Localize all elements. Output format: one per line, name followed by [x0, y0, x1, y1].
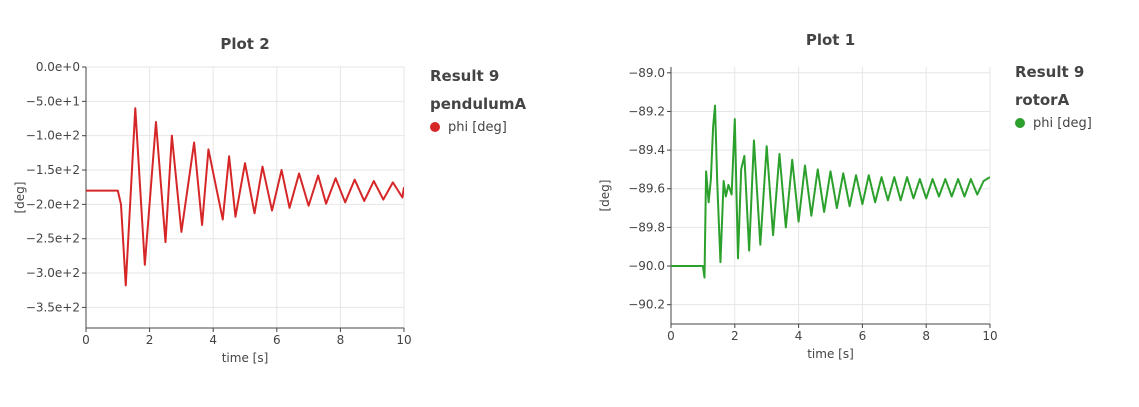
y-tick-label: −1.0e+2: [26, 129, 80, 143]
legend-entry: phi [deg]: [448, 120, 507, 135]
chart-title: Plot 1: [806, 31, 855, 49]
legend-group-label: pendulumA: [430, 95, 526, 113]
chart-2: 0 2 4 6 8 10 −89.0 −89.2 −89.4 −89.6 −89.8 −90.0 −90…: [598, 31, 1092, 361]
x-tick-label: 10: [982, 329, 997, 343]
y-tick-label: 0.0e+0: [36, 60, 80, 74]
x-tick-label: 8: [337, 333, 345, 347]
legend-entry: phi [deg]: [1033, 116, 1092, 131]
x-tick-label: 8: [922, 329, 930, 343]
x-tick-label: 2: [731, 329, 739, 343]
legend-marker: [1015, 118, 1025, 128]
x-tick-label: 4: [795, 329, 803, 343]
x-axis-label: time [s]: [222, 351, 269, 365]
x-tick-label: 0: [82, 333, 90, 347]
legend-marker: [430, 122, 440, 132]
x-tick-label: 6: [273, 333, 281, 347]
y-tick-label: −89.2: [628, 104, 665, 118]
y-tick-label: −3.5e+2: [26, 300, 80, 314]
y-axis-label: [deg]: [598, 180, 612, 212]
x-tick-label: 10: [396, 333, 411, 347]
legend-group-label: Result 9: [1015, 63, 1084, 81]
y-axis-label: [deg]: [13, 182, 27, 214]
y-tick-label: −90.2: [628, 298, 665, 312]
y-tick-label: −89.4: [628, 143, 665, 157]
y-tick-label: −2.5e+2: [26, 232, 80, 246]
x-axis-label: time [s]: [807, 347, 854, 361]
y-tick-label: −89.6: [628, 182, 665, 196]
x-tick-label: 4: [209, 333, 217, 347]
y-tick-label: −2.0e+2: [26, 197, 80, 211]
y-tick-label: −89.8: [628, 220, 665, 234]
legend-group-label: Result 9: [430, 67, 499, 85]
x-tick-label: 0: [667, 329, 675, 343]
y-tick-label: −3.0e+2: [26, 266, 80, 280]
chart-title: Plot 2: [220, 35, 269, 53]
series-line: [86, 107, 404, 287]
chart-1: 0 2 4 6 8 10 0.0e+0 −5.0e+1 −1.0e+2 −1.5e+2 −2.0e+…: [13, 35, 526, 365]
series-line: [671, 104, 990, 279]
x-tick-label: 2: [146, 333, 154, 347]
legend-group-label: rotorA: [1015, 91, 1070, 109]
y-tick-label: −90.0: [628, 259, 665, 273]
x-tick-label: 6: [859, 329, 867, 343]
y-tick-label: −1.5e+2: [26, 163, 80, 177]
y-tick-label: −5.0e+1: [26, 94, 80, 108]
y-tick-label: −89.0: [628, 66, 665, 80]
